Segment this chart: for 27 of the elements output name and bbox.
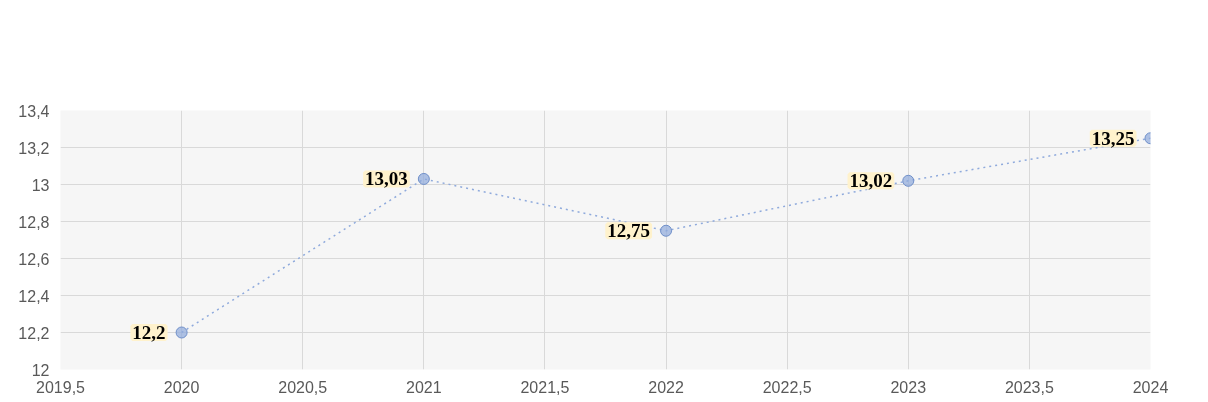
y-tick-label: 13,4 (18, 102, 50, 120)
y-tick-label: 12,8 (18, 213, 50, 231)
x-tick-label: 2021 (406, 378, 442, 396)
y-tick-label: 12,4 (18, 287, 50, 305)
y-tick-label: 13 (31, 176, 50, 194)
data-label: 13,02 (849, 170, 893, 192)
y-tick-label: 12,2 (18, 324, 50, 342)
data-label: 13,03 (365, 168, 408, 190)
point (660, 224, 673, 237)
data-label: 12,2 (132, 322, 166, 343)
data-label: 12,75 (607, 220, 651, 242)
x-tick-label: 2021,5 (520, 378, 570, 396)
point (902, 174, 915, 187)
y-tick-label: 13,2 (18, 139, 50, 157)
point (175, 326, 188, 339)
data-label: 13,25 (1091, 127, 1135, 149)
x-tick-label: 2019,5 (36, 378, 86, 396)
y-tick-label: 12,6 (18, 250, 50, 268)
y-tick-label: 12 (31, 361, 50, 379)
x-tick-label: 2022 (648, 378, 684, 396)
x-tick-label: 2023,5 (1004, 378, 1054, 396)
x-tick-label: 2023 (890, 378, 927, 396)
point (417, 172, 430, 185)
x-tick-label: 2020 (163, 378, 200, 396)
x-tick-label: 2024 (1132, 378, 1169, 396)
x-tick-label: 2020,5 (278, 378, 328, 396)
x-tick-label: 2022,5 (762, 378, 812, 396)
